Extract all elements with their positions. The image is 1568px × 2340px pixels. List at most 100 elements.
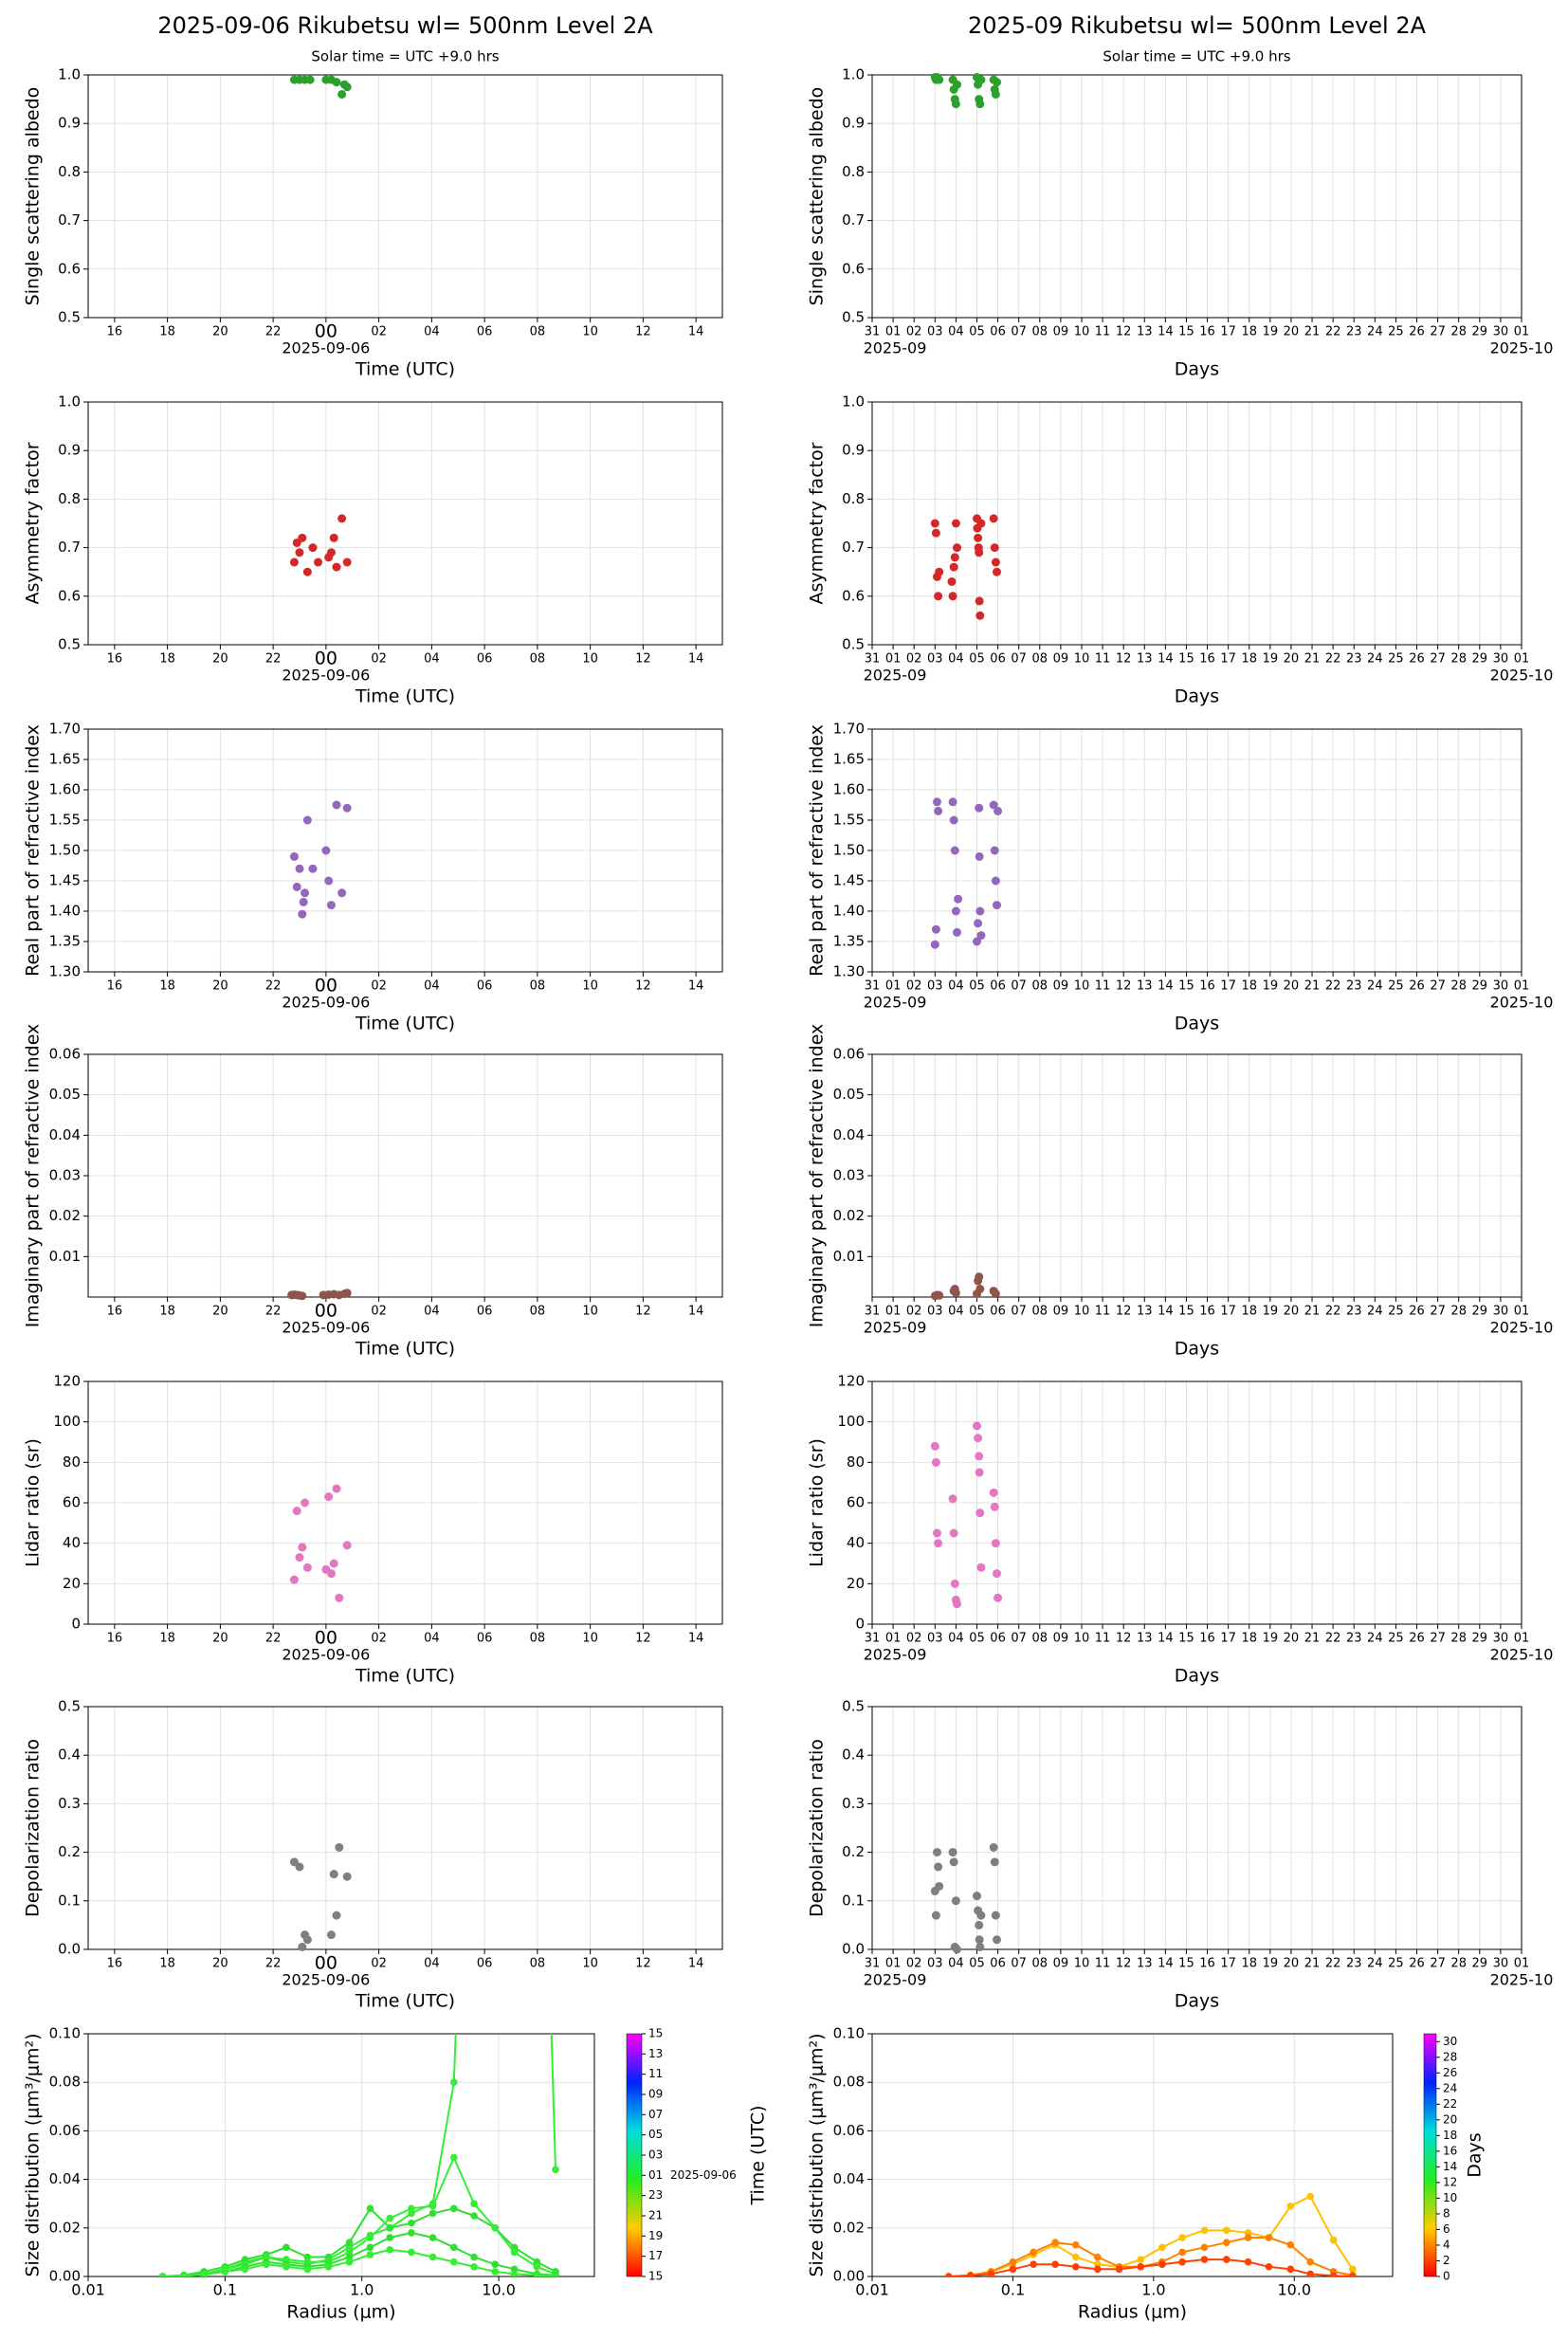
x-axis-label: Time (UTC) xyxy=(355,1666,455,1687)
point xyxy=(283,2262,290,2271)
point xyxy=(386,2214,393,2222)
y-tick-label: 0.8 xyxy=(58,490,81,507)
x-tick-label: 10 xyxy=(582,652,598,667)
point xyxy=(976,931,986,941)
point xyxy=(951,906,960,916)
x-tick-label: 16 xyxy=(107,1957,123,1971)
x-tick-label: 14 xyxy=(1158,979,1174,994)
point xyxy=(342,558,352,567)
x-tick-label: 24 xyxy=(1367,1305,1383,1319)
x-tick-label: 27 xyxy=(1430,1305,1446,1319)
point xyxy=(1306,2192,1314,2201)
point xyxy=(295,864,304,873)
point xyxy=(974,533,983,542)
point xyxy=(533,2271,541,2276)
point xyxy=(949,815,958,825)
panel: 0.5 0.6 0.7 0.8 0.9 1.0 16 18 20 22 00 02 04 06 08 10 12… xyxy=(23,12,723,380)
y-axis-label: Lidar ratio (sr) xyxy=(23,1438,44,1567)
colorbar-tick-label: 17 xyxy=(648,2249,663,2262)
y-axis-label: Imaginary part of refractive index xyxy=(807,1024,828,1328)
x-tick-label: 11 xyxy=(1095,652,1111,667)
y-tick-label: 0.5 xyxy=(842,309,865,326)
point xyxy=(994,806,1003,815)
y-tick-label: 0.3 xyxy=(58,1795,81,1812)
y-tick-label: 0.04 xyxy=(833,2170,865,2187)
x-tick-label: 01 xyxy=(885,325,902,339)
x-tick-label: 26 xyxy=(1409,325,1425,339)
point xyxy=(326,1930,336,1940)
point xyxy=(1222,2239,1231,2246)
point xyxy=(345,2258,354,2266)
point xyxy=(332,78,341,87)
y-tick-label: 1.70 xyxy=(49,721,81,738)
x-tick-label: 10 xyxy=(582,325,598,339)
y-axis-label: Real part of refractive index xyxy=(807,724,828,977)
x-tick-label: 05 xyxy=(969,979,985,994)
x-date-label: 2025-09-06 xyxy=(282,1319,370,1337)
point xyxy=(342,82,352,92)
point xyxy=(298,1543,307,1552)
point xyxy=(386,2246,393,2254)
plot-frame xyxy=(871,728,1522,973)
point xyxy=(1200,2226,1209,2235)
x-tick-label: 28 xyxy=(1450,979,1467,994)
colorbar-tick-label: 05 xyxy=(648,2128,663,2141)
x-tick-label: 02 xyxy=(906,325,922,339)
x-tick-label: 20 xyxy=(212,652,228,667)
point xyxy=(292,882,301,891)
y-tick-label: 0.04 xyxy=(49,1126,81,1143)
point xyxy=(366,2234,374,2241)
x-date-label: 2025-10 xyxy=(1490,994,1554,1012)
x-tick-label: 18 xyxy=(159,1957,175,1971)
point xyxy=(989,514,998,523)
y-tick-label: 0.05 xyxy=(833,1086,865,1103)
point xyxy=(975,906,985,916)
x-tick-label: 02 xyxy=(371,325,387,339)
point xyxy=(951,1896,960,1906)
y-tick-label: 0.02 xyxy=(833,1207,865,1224)
point xyxy=(533,2262,541,2271)
point xyxy=(948,1494,957,1504)
x-tick-label: 06 xyxy=(990,652,1006,667)
point xyxy=(289,851,299,861)
x-tick-label: 0.01 xyxy=(71,2281,105,2299)
x-tick-label: 18 xyxy=(159,1305,175,1319)
x-tick-label: 08 xyxy=(530,979,546,994)
colorbar-tick-label: 19 xyxy=(648,2229,663,2242)
x-tick-label: 08 xyxy=(530,1305,546,1319)
x-tick-label: 29 xyxy=(1472,1632,1488,1646)
x-tick-label: 14 xyxy=(688,325,704,339)
y-tick-label: 1.40 xyxy=(833,903,865,920)
x-axis-label: Time (UTC) xyxy=(355,1991,455,2012)
x-tick-label: 01 xyxy=(885,1632,902,1646)
point xyxy=(335,1842,344,1852)
point xyxy=(949,1857,958,1867)
x-tick-label: 01 xyxy=(1514,979,1530,994)
y-tick-label: 1.60 xyxy=(49,781,81,798)
point xyxy=(951,100,960,109)
point xyxy=(408,2204,415,2213)
point xyxy=(1051,2239,1059,2246)
x-tick-label: 22 xyxy=(265,979,282,994)
x-tick-label: 11 xyxy=(1095,1957,1111,1971)
point xyxy=(283,2243,290,2252)
point xyxy=(298,909,307,919)
point xyxy=(992,567,1001,576)
point xyxy=(345,2239,354,2246)
x-tick-label: 0.01 xyxy=(855,2281,889,2299)
colorbar-tick-label: 30 xyxy=(1443,2035,1457,2048)
x-tick-label: 21 xyxy=(1304,652,1321,667)
x-tick-label: 07 xyxy=(1011,1305,1027,1319)
x-tick-label: 04 xyxy=(948,1957,964,1971)
x-tick-label: 01 xyxy=(1514,1957,1530,1971)
x-tick-label: 21 xyxy=(1304,325,1321,339)
colorbar-tick-label: 8 xyxy=(1443,2206,1450,2220)
x-tick-label: 20 xyxy=(212,979,228,994)
point xyxy=(990,1857,999,1867)
point xyxy=(289,1575,299,1584)
y-tick-label: 0.5 xyxy=(842,1698,865,1715)
x-tick-label: 18 xyxy=(1241,1305,1257,1319)
x-tick-label: 31 xyxy=(865,1632,881,1646)
plot-frame xyxy=(87,1706,723,1950)
